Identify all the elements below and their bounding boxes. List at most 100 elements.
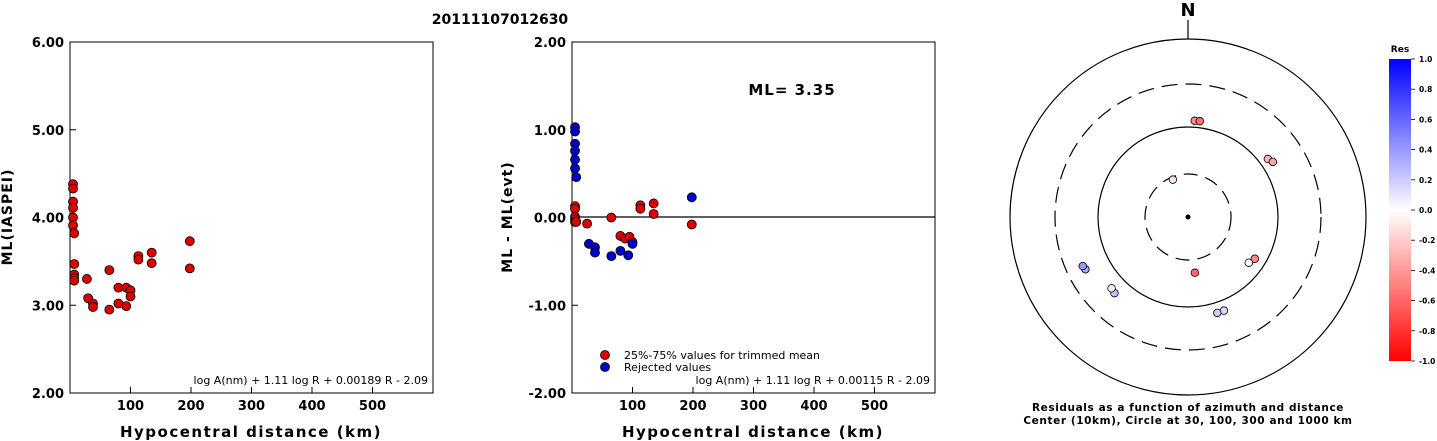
legend-marker-rejected xyxy=(600,362,610,372)
station-point xyxy=(1078,261,1087,271)
y-tick-label: -2.00 xyxy=(529,387,566,402)
data-point xyxy=(686,219,697,230)
y-tick-label: 0.00 xyxy=(534,212,566,227)
circle-1000km xyxy=(1009,38,1367,396)
colorbar-tick-label: 0.8 xyxy=(1419,85,1432,94)
data-point xyxy=(570,145,580,156)
colorbar-gradient xyxy=(1389,59,1411,361)
data-point xyxy=(68,202,78,213)
data-point xyxy=(125,291,136,302)
colorbar-tick-label: -0.4 xyxy=(1419,266,1435,275)
station-point xyxy=(1268,157,1278,167)
colorbar-ticks: 1.0 0.8 0.6 0.4 0.2 0.0 -0.2 -0.4 -0.6 -0.8 -1.0 xyxy=(1411,55,1435,366)
data-point xyxy=(184,236,195,247)
circle-300km xyxy=(1054,83,1322,351)
data-point xyxy=(68,183,78,194)
figure-title: 20111107012630 xyxy=(432,12,569,28)
y-tick-label: 2.00 xyxy=(32,387,64,402)
y-axis-ticks: 2.00 3.00 4.00 5.00 6.00 xyxy=(32,36,76,402)
data-points xyxy=(570,122,697,262)
legend-label-rejected: Rejected values xyxy=(624,361,711,374)
colorbar-tick-label: 0.2 xyxy=(1419,176,1432,185)
colorbar-title: Res xyxy=(1391,45,1409,55)
station-point xyxy=(1107,284,1116,293)
x-tick-label: 100 xyxy=(117,399,144,414)
data-point xyxy=(82,274,92,284)
legend-label-trimmed: 25%-75% values for trimmed mean xyxy=(624,349,820,362)
center-dot xyxy=(1185,214,1191,220)
y-axis-label: ML - ML(evt) xyxy=(500,161,516,272)
data-point xyxy=(69,275,80,286)
y-tick-label: 6.00 xyxy=(32,36,64,51)
data-point xyxy=(571,172,582,183)
residual-vs-distance-plot: 100 200 300 400 500 -2.00 -1.00 0.00 1.00 2.00 M… xyxy=(500,36,936,441)
ml-value-label: ML= 3.35 xyxy=(748,81,835,99)
station-point xyxy=(1195,117,1204,126)
x-tick-label: 300 xyxy=(238,399,265,414)
x-axis-ticks: 100 200 300 400 500 xyxy=(619,387,888,414)
station-point xyxy=(1244,258,1253,267)
x-tick-label: 100 xyxy=(619,399,646,414)
colorbar-tick-label: -0.6 xyxy=(1419,297,1435,306)
data-point xyxy=(104,265,115,276)
ml-vs-distance-plot: 100 200 300 400 500 2.00 3.00 4.00 5.00 6.00 log… xyxy=(0,36,434,441)
colorbar-tick-label: -0.2 xyxy=(1419,236,1435,245)
data-point xyxy=(623,250,634,261)
circle-30km xyxy=(1144,173,1232,261)
data-point xyxy=(104,304,115,315)
data-point xyxy=(184,263,195,274)
station-points xyxy=(1078,116,1278,318)
circle-100km xyxy=(1097,126,1279,308)
y-tick-label: 3.00 xyxy=(32,299,64,314)
colorbar-tick-label: 0.4 xyxy=(1419,146,1432,155)
x-axis-ticks: 100 200 300 400 500 xyxy=(117,387,386,414)
x-tick-label: 500 xyxy=(359,399,386,414)
data-point xyxy=(570,154,580,165)
station-point xyxy=(1168,175,1178,184)
x-tick-label: 400 xyxy=(800,399,827,414)
data-point xyxy=(69,228,80,239)
data-point xyxy=(146,258,157,269)
legend-marker-trimmed xyxy=(600,350,610,360)
colorbar-tick-label: -1.0 xyxy=(1419,357,1435,366)
north-label: N xyxy=(1180,0,1195,21)
y-tick-label: 1.00 xyxy=(534,124,566,139)
y-tick-label: 4.00 xyxy=(32,212,64,227)
polar-caption-line2: Center (10km), Circle at 30, 100, 300 an… xyxy=(1023,415,1352,427)
formula-label: log A(nm) + 1.11 log R + 0.00189 R - 2.0… xyxy=(194,374,428,387)
x-tick-label: 400 xyxy=(298,399,325,414)
data-point xyxy=(146,247,157,258)
data-point xyxy=(635,203,646,214)
data-point xyxy=(88,302,98,312)
colorbar-tick-label: -0.8 xyxy=(1419,327,1435,336)
x-axis-label: Hypocentral distance (km) xyxy=(120,423,382,441)
data-point xyxy=(133,254,144,265)
data-point xyxy=(69,259,80,269)
data-point xyxy=(648,198,659,209)
data-point xyxy=(590,247,600,258)
data-point xyxy=(627,238,638,249)
formula-label: log A(nm) + 1.11 log R + 0.00115 R - 2.0… xyxy=(696,374,930,387)
data-point xyxy=(615,245,626,256)
y-tick-label: -1.00 xyxy=(529,299,566,314)
data-point xyxy=(648,209,659,219)
polar-caption-line1: Residuals as a function of azimuth and d… xyxy=(1032,402,1344,414)
x-tick-label: 200 xyxy=(177,399,204,414)
data-point xyxy=(570,163,580,174)
colorbar-tick-label: 0.6 xyxy=(1419,115,1432,124)
azimuth-residual-polar-plot: N Residuals as a function of azimuth and… xyxy=(1009,0,1367,427)
colorbar-tick-label: 0.0 xyxy=(1419,206,1432,215)
data-point xyxy=(570,126,580,137)
y-axis-label: ML(IASPEI) xyxy=(0,169,16,266)
data-point xyxy=(582,218,593,229)
station-point xyxy=(1190,268,1200,277)
y-tick-label: 2.00 xyxy=(534,36,566,51)
data-point xyxy=(606,251,617,262)
station-point xyxy=(1213,308,1222,318)
y-axis-ticks: -2.00 -1.00 0.00 1.00 2.00 xyxy=(529,36,578,402)
colorbar-tick-label: 1.0 xyxy=(1419,55,1432,64)
residual-colorbar: Res 1.0 0.8 0.6 0.4 0.2 0.0 -0.2 -0.4 -0.6 -0.8 -1… xyxy=(1389,45,1435,366)
data-point xyxy=(571,216,582,227)
station-point xyxy=(1250,254,1260,263)
